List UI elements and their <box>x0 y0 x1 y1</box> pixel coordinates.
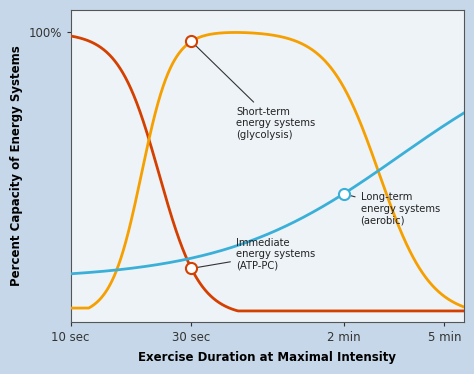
Text: Long-term
energy systems
(aerobic): Long-term energy systems (aerobic) <box>346 192 440 225</box>
Text: Immediate
energy systems
(ATP-PC): Immediate energy systems (ATP-PC) <box>194 237 315 271</box>
X-axis label: Exercise Duration at Maximal Intensity: Exercise Duration at Maximal Intensity <box>138 351 396 364</box>
Text: Short-term
energy systems
(glycolysis): Short-term energy systems (glycolysis) <box>193 43 315 140</box>
Y-axis label: Percent Capacity of Energy Systems: Percent Capacity of Energy Systems <box>10 46 23 286</box>
